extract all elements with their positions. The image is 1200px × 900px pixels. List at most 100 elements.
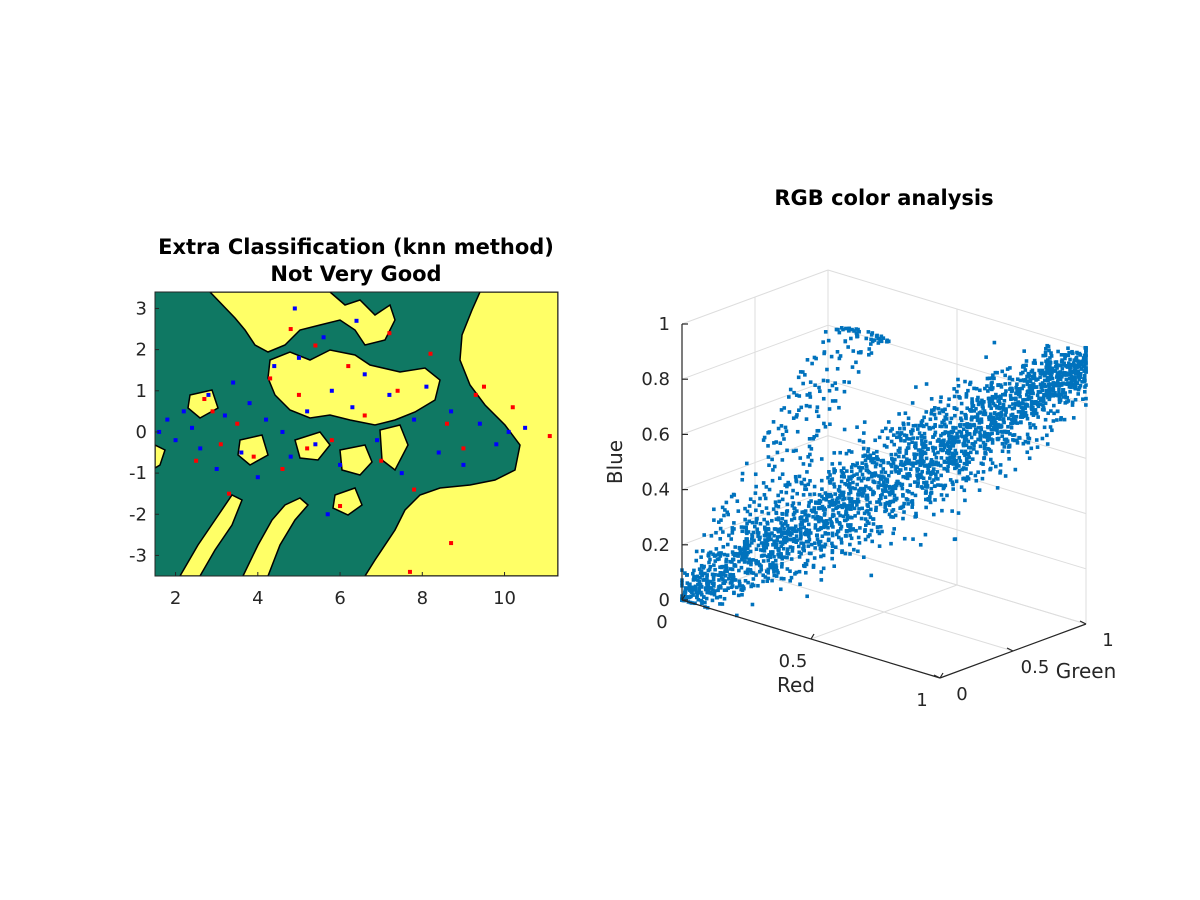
rgb-point-729 bbox=[809, 542, 814, 547]
rgb-point-1851 bbox=[929, 460, 933, 465]
rgb-point-1116 bbox=[879, 339, 884, 344]
rgb-point-1737 bbox=[817, 515, 822, 520]
rgb-point-2093 bbox=[1084, 346, 1088, 350]
rgb-point-1902 bbox=[801, 381, 805, 386]
rgb-point-1839 bbox=[850, 486, 855, 490]
rgb-point-2575 bbox=[892, 485, 896, 489]
rgb-point-2153 bbox=[748, 497, 753, 501]
rgb-point-2418 bbox=[1044, 390, 1049, 395]
rgb-point-886 bbox=[815, 537, 820, 541]
knn-point-series1-13 bbox=[264, 417, 269, 422]
rgb-point-1166 bbox=[972, 447, 976, 451]
rgb-point-1783 bbox=[910, 491, 915, 496]
rgb-point-2364 bbox=[863, 529, 867, 533]
rgb-point-1460 bbox=[1084, 348, 1088, 352]
knn-x-tick-label-1: 4 bbox=[252, 588, 263, 609]
rgb-point-1980 bbox=[1071, 375, 1075, 380]
rgb-point-1637 bbox=[730, 528, 735, 532]
rgb-point-2103 bbox=[988, 403, 992, 407]
rgb-point-1033 bbox=[741, 585, 746, 589]
rgb-point-1662 bbox=[687, 583, 691, 588]
rgb-point-1302 bbox=[776, 552, 780, 557]
knn-point-series0-20 bbox=[547, 434, 552, 439]
rgb-point-2311 bbox=[761, 553, 765, 558]
rgb-point-700 bbox=[839, 537, 844, 541]
rgb-point-2566 bbox=[835, 496, 840, 500]
rgb-point-2428 bbox=[717, 520, 721, 524]
rgb-point-1950 bbox=[835, 505, 840, 510]
rgb-point-1284 bbox=[809, 458, 814, 463]
rgb-point-2407 bbox=[905, 489, 910, 493]
rgb-point-791 bbox=[887, 503, 892, 507]
rgb-point-1517 bbox=[765, 520, 769, 525]
region-yellow-blob-5 bbox=[237, 434, 269, 466]
rgb-point-614 bbox=[924, 505, 928, 510]
rgb-point-2011 bbox=[924, 410, 929, 414]
rgb-point-288 bbox=[756, 583, 760, 588]
rgb-point-1997 bbox=[829, 520, 833, 524]
rgb-point-310 bbox=[807, 444, 812, 449]
rgb-point-420 bbox=[802, 477, 807, 482]
rgb-point-1591 bbox=[763, 575, 768, 579]
rgb-point-937 bbox=[869, 337, 873, 342]
rgb-point-2423 bbox=[900, 482, 905, 487]
rgb-point-2115 bbox=[1045, 367, 1049, 372]
rgb-point-1382 bbox=[862, 511, 867, 516]
rgb-point-290 bbox=[952, 387, 956, 391]
rgb-point-1222 bbox=[980, 476, 985, 481]
rgb-point-2514 bbox=[830, 399, 835, 403]
rgb-point-1539 bbox=[782, 437, 786, 441]
rgb-point-2330 bbox=[928, 462, 932, 467]
rgb-point-1114 bbox=[746, 580, 750, 585]
rgb-point-1942 bbox=[1010, 377, 1015, 382]
rgb-point-1482 bbox=[1081, 397, 1085, 401]
rgb-point-973 bbox=[1038, 375, 1042, 380]
rgb-point-1389 bbox=[780, 533, 784, 537]
rgb-point-1984 bbox=[979, 420, 984, 424]
rgb-point-2321 bbox=[855, 472, 859, 476]
rgb-point-1207 bbox=[950, 439, 954, 443]
rgb-point-2590 bbox=[1057, 390, 1061, 395]
rgb-point-596 bbox=[750, 582, 754, 587]
rgb-point-1461 bbox=[699, 584, 704, 589]
rgb-point-2149 bbox=[774, 542, 779, 546]
rgb-point-1818 bbox=[897, 435, 902, 439]
rgb-point-2436 bbox=[850, 365, 855, 369]
rgb-point-1878 bbox=[920, 438, 924, 442]
rgb-point-1516 bbox=[1066, 353, 1071, 358]
rgb-point-2116 bbox=[964, 392, 969, 396]
rgb-point-717 bbox=[834, 327, 839, 332]
rgb-point-2229 bbox=[764, 530, 768, 534]
rgb-point-2297 bbox=[962, 461, 967, 466]
rgb-point-1973 bbox=[789, 518, 794, 522]
rgb-point-2371 bbox=[957, 468, 962, 473]
rgb-point-2464 bbox=[987, 415, 991, 420]
rgb-point-2046 bbox=[815, 500, 820, 505]
rgb-point-1597 bbox=[856, 327, 860, 332]
rgb-point-1437 bbox=[936, 461, 940, 466]
rgb-point-944 bbox=[862, 555, 866, 560]
rgb-point-2558 bbox=[921, 445, 925, 450]
rgb-point-1787 bbox=[1007, 381, 1012, 386]
rgb-point-29 bbox=[925, 471, 930, 475]
rgb-point-2027 bbox=[685, 573, 689, 577]
rgb-point-2151 bbox=[864, 464, 869, 469]
rgb-point-2519 bbox=[810, 361, 814, 366]
rgb-point-87 bbox=[703, 600, 707, 605]
rgb-point-685 bbox=[871, 522, 876, 526]
rgb-point-2213 bbox=[811, 509, 815, 514]
rgb-point-1295 bbox=[847, 515, 852, 520]
rgb-point-2051 bbox=[1033, 408, 1038, 412]
rgb-point-1699 bbox=[821, 340, 825, 344]
rgb-point-2325 bbox=[1040, 407, 1045, 412]
rgb-point-507 bbox=[788, 579, 793, 583]
region-yellow-top bbox=[208, 292, 396, 353]
rgb-point-610 bbox=[891, 531, 896, 536]
rgb-point-210 bbox=[864, 462, 868, 467]
rgb-point-828 bbox=[1045, 362, 1049, 366]
rgb-point-1501 bbox=[813, 526, 818, 530]
rgb-point-2550 bbox=[968, 422, 972, 427]
rgb-point-2009 bbox=[777, 476, 782, 481]
rgb-point-2444 bbox=[931, 512, 936, 517]
rgb-point-1626 bbox=[839, 541, 844, 545]
